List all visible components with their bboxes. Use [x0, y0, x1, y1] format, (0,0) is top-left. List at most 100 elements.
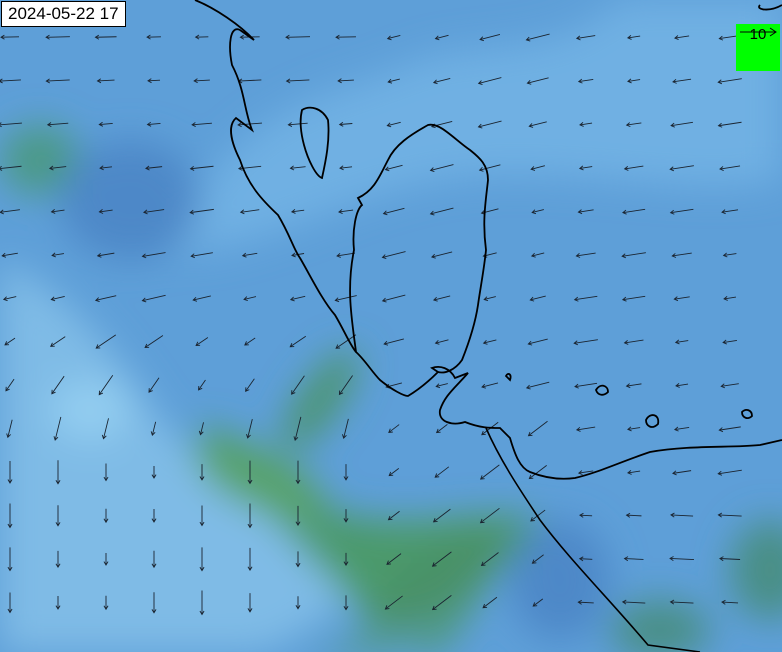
wind-arrow [625, 383, 642, 389]
wind-arrow [94, 295, 117, 303]
wind-arrow [625, 512, 642, 518]
wind-arrow [7, 592, 13, 614]
wind-arrow [199, 464, 205, 481]
wind-arrow [674, 35, 690, 41]
wind-arrow [384, 595, 403, 610]
wind-arrow [151, 508, 157, 523]
wind-arrow [719, 556, 741, 562]
wind-arrow [431, 595, 452, 611]
wind-arrow [1, 252, 18, 258]
wind-arrow [295, 505, 301, 526]
wind-arrow [247, 460, 253, 485]
wind-arrow [99, 165, 113, 171]
wind-arrow [147, 78, 161, 84]
wind-arrow [338, 209, 354, 214]
wind-arrow [381, 251, 406, 260]
wind-arrow [717, 121, 742, 128]
wind-arrow [199, 505, 205, 527]
wind-arrow [95, 334, 117, 349]
wind-arrow [293, 416, 302, 441]
wind-arrow [4, 337, 16, 346]
wind-arrow [575, 426, 596, 432]
wind-arrow [673, 426, 690, 432]
wind-arrow [482, 339, 497, 345]
wind-arrow [623, 339, 644, 345]
wind-arrow [241, 252, 258, 258]
wind-arrow [94, 34, 117, 40]
wind-arrow [674, 339, 689, 345]
wind-arrow [50, 336, 66, 347]
wind-arrow [381, 294, 406, 303]
wind-arrow [483, 296, 496, 302]
wind-arrow [626, 35, 641, 40]
wind-arrow [189, 208, 214, 215]
legend-value: 10 [749, 26, 767, 43]
wind-arrow [2, 296, 17, 302]
wind-arrow [525, 381, 550, 390]
wind-arrow [672, 78, 692, 84]
wind-arrow [96, 252, 115, 258]
wind-arrow [335, 34, 356, 40]
wind-arrow [247, 593, 253, 613]
wind-arrow [246, 418, 253, 439]
wind-arrow [295, 460, 301, 485]
wind-arrow [338, 375, 353, 396]
wind-arrow [335, 334, 357, 349]
wind-arrow [151, 465, 157, 479]
wind-arrow [432, 508, 451, 523]
wind-arrow [573, 339, 598, 346]
wind-arrow [291, 375, 305, 395]
border-line [485, 427, 701, 652]
wind-arrow [388, 424, 400, 433]
wind-arrow [198, 422, 204, 436]
wind-arrow [386, 553, 402, 565]
wind-arrow [669, 599, 694, 605]
wind-arrow [143, 209, 165, 215]
wind-arrow [289, 295, 306, 302]
wind-arrow [621, 599, 646, 605]
wind-arrow [295, 551, 301, 568]
wind-vectors [0, 33, 742, 616]
wind-arrow [431, 251, 453, 259]
wind-arrow [621, 252, 646, 259]
wind-arrow [529, 295, 546, 302]
wind-arrow [98, 209, 113, 214]
islet [758, 4, 782, 11]
wind-arrow [50, 296, 65, 302]
wind-arrow [627, 470, 641, 475]
wind-arrow [148, 377, 160, 393]
wind-arrow [530, 252, 545, 258]
wind-arrow [526, 77, 549, 85]
wind-arrow [623, 165, 644, 171]
wind-arrow [434, 466, 450, 478]
wind-arrow [98, 375, 114, 396]
wind-arrow [0, 122, 22, 128]
wind-arrow [432, 295, 451, 302]
wind-arrow [432, 77, 451, 85]
wind-arrow [0, 165, 22, 171]
wind-arrow [717, 78, 742, 85]
wind-arrow [531, 554, 544, 564]
wind-arrow [722, 339, 737, 345]
wind-arrow [720, 383, 739, 389]
islet [645, 414, 660, 428]
wind-arrow [528, 465, 547, 480]
wind-arrow [477, 77, 502, 85]
wind-arrow [388, 467, 400, 477]
wind-arrow [290, 208, 305, 214]
wind-arrow [577, 599, 594, 605]
wind-arrow [5, 378, 15, 392]
wind-arrow [45, 34, 70, 40]
wind-arrow [387, 78, 400, 84]
wind-arrow [672, 470, 692, 476]
wind-arrow [343, 464, 349, 481]
wind-arrow [527, 338, 548, 346]
wind-arrow [477, 120, 502, 129]
wind-arrow [721, 599, 739, 605]
wind-arrow [0, 34, 20, 40]
wind-arrow [479, 507, 500, 524]
wind-arrow [198, 379, 206, 391]
wind-arrow [343, 552, 349, 566]
wind-arrow [386, 121, 401, 128]
